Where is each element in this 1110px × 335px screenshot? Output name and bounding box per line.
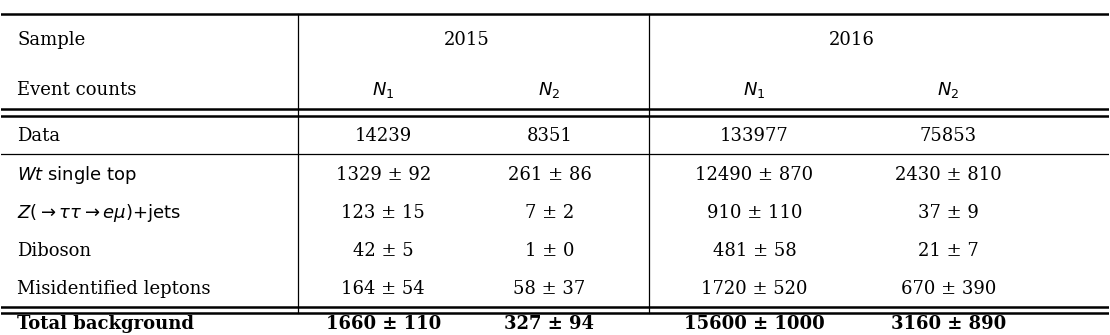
Text: 1329 ± 92: 1329 ± 92 (335, 166, 431, 184)
Text: $N_{1}$: $N_{1}$ (372, 80, 394, 99)
Text: 164 ± 54: 164 ± 54 (342, 280, 425, 298)
Text: 1660 ± 110: 1660 ± 110 (325, 315, 441, 333)
Text: 12490 ± 870: 12490 ± 870 (696, 166, 814, 184)
Text: $N_{2}$: $N_{2}$ (538, 80, 561, 99)
Text: Misidentified leptons: Misidentified leptons (18, 280, 211, 298)
Text: 1720 ± 520: 1720 ± 520 (702, 280, 808, 298)
Text: 2016: 2016 (829, 31, 875, 49)
Text: 123 ± 15: 123 ± 15 (341, 204, 425, 222)
Text: 8351: 8351 (526, 127, 573, 145)
Text: 37 ± 9: 37 ± 9 (918, 204, 979, 222)
Text: 1 ± 0: 1 ± 0 (525, 242, 574, 260)
Text: 910 ± 110: 910 ± 110 (707, 204, 803, 222)
Text: 58 ± 37: 58 ± 37 (513, 280, 586, 298)
Text: Diboson: Diboson (18, 242, 91, 260)
Text: 327 ± 94: 327 ± 94 (504, 315, 595, 333)
Text: 21 ± 7: 21 ± 7 (918, 242, 979, 260)
Text: Sample: Sample (18, 31, 85, 49)
Text: $N_{2}$: $N_{2}$ (938, 80, 960, 99)
Text: 481 ± 58: 481 ± 58 (713, 242, 797, 260)
Text: 133977: 133977 (720, 127, 789, 145)
Text: Total background: Total background (18, 315, 194, 333)
Text: 261 ± 86: 261 ± 86 (507, 166, 592, 184)
Text: $Wt$ single top: $Wt$ single top (18, 164, 138, 186)
Text: Data: Data (18, 127, 60, 145)
Text: 7 ± 2: 7 ± 2 (525, 204, 574, 222)
Text: 2015: 2015 (443, 31, 490, 49)
Text: $Z(\rightarrow \tau\tau \rightarrow e\mu)$+jets: $Z(\rightarrow \tau\tau \rightarrow e\mu… (18, 202, 181, 224)
Text: 75853: 75853 (920, 127, 977, 145)
Text: 2430 ± 810: 2430 ± 810 (895, 166, 1002, 184)
Text: $N_{1}$: $N_{1}$ (744, 80, 766, 99)
Text: Event counts: Event counts (18, 81, 137, 98)
Text: 14239: 14239 (354, 127, 412, 145)
Text: 670 ± 390: 670 ± 390 (901, 280, 997, 298)
Text: 3160 ± 890: 3160 ± 890 (891, 315, 1006, 333)
Text: 15600 ± 1000: 15600 ± 1000 (684, 315, 825, 333)
Text: 42 ± 5: 42 ± 5 (353, 242, 414, 260)
